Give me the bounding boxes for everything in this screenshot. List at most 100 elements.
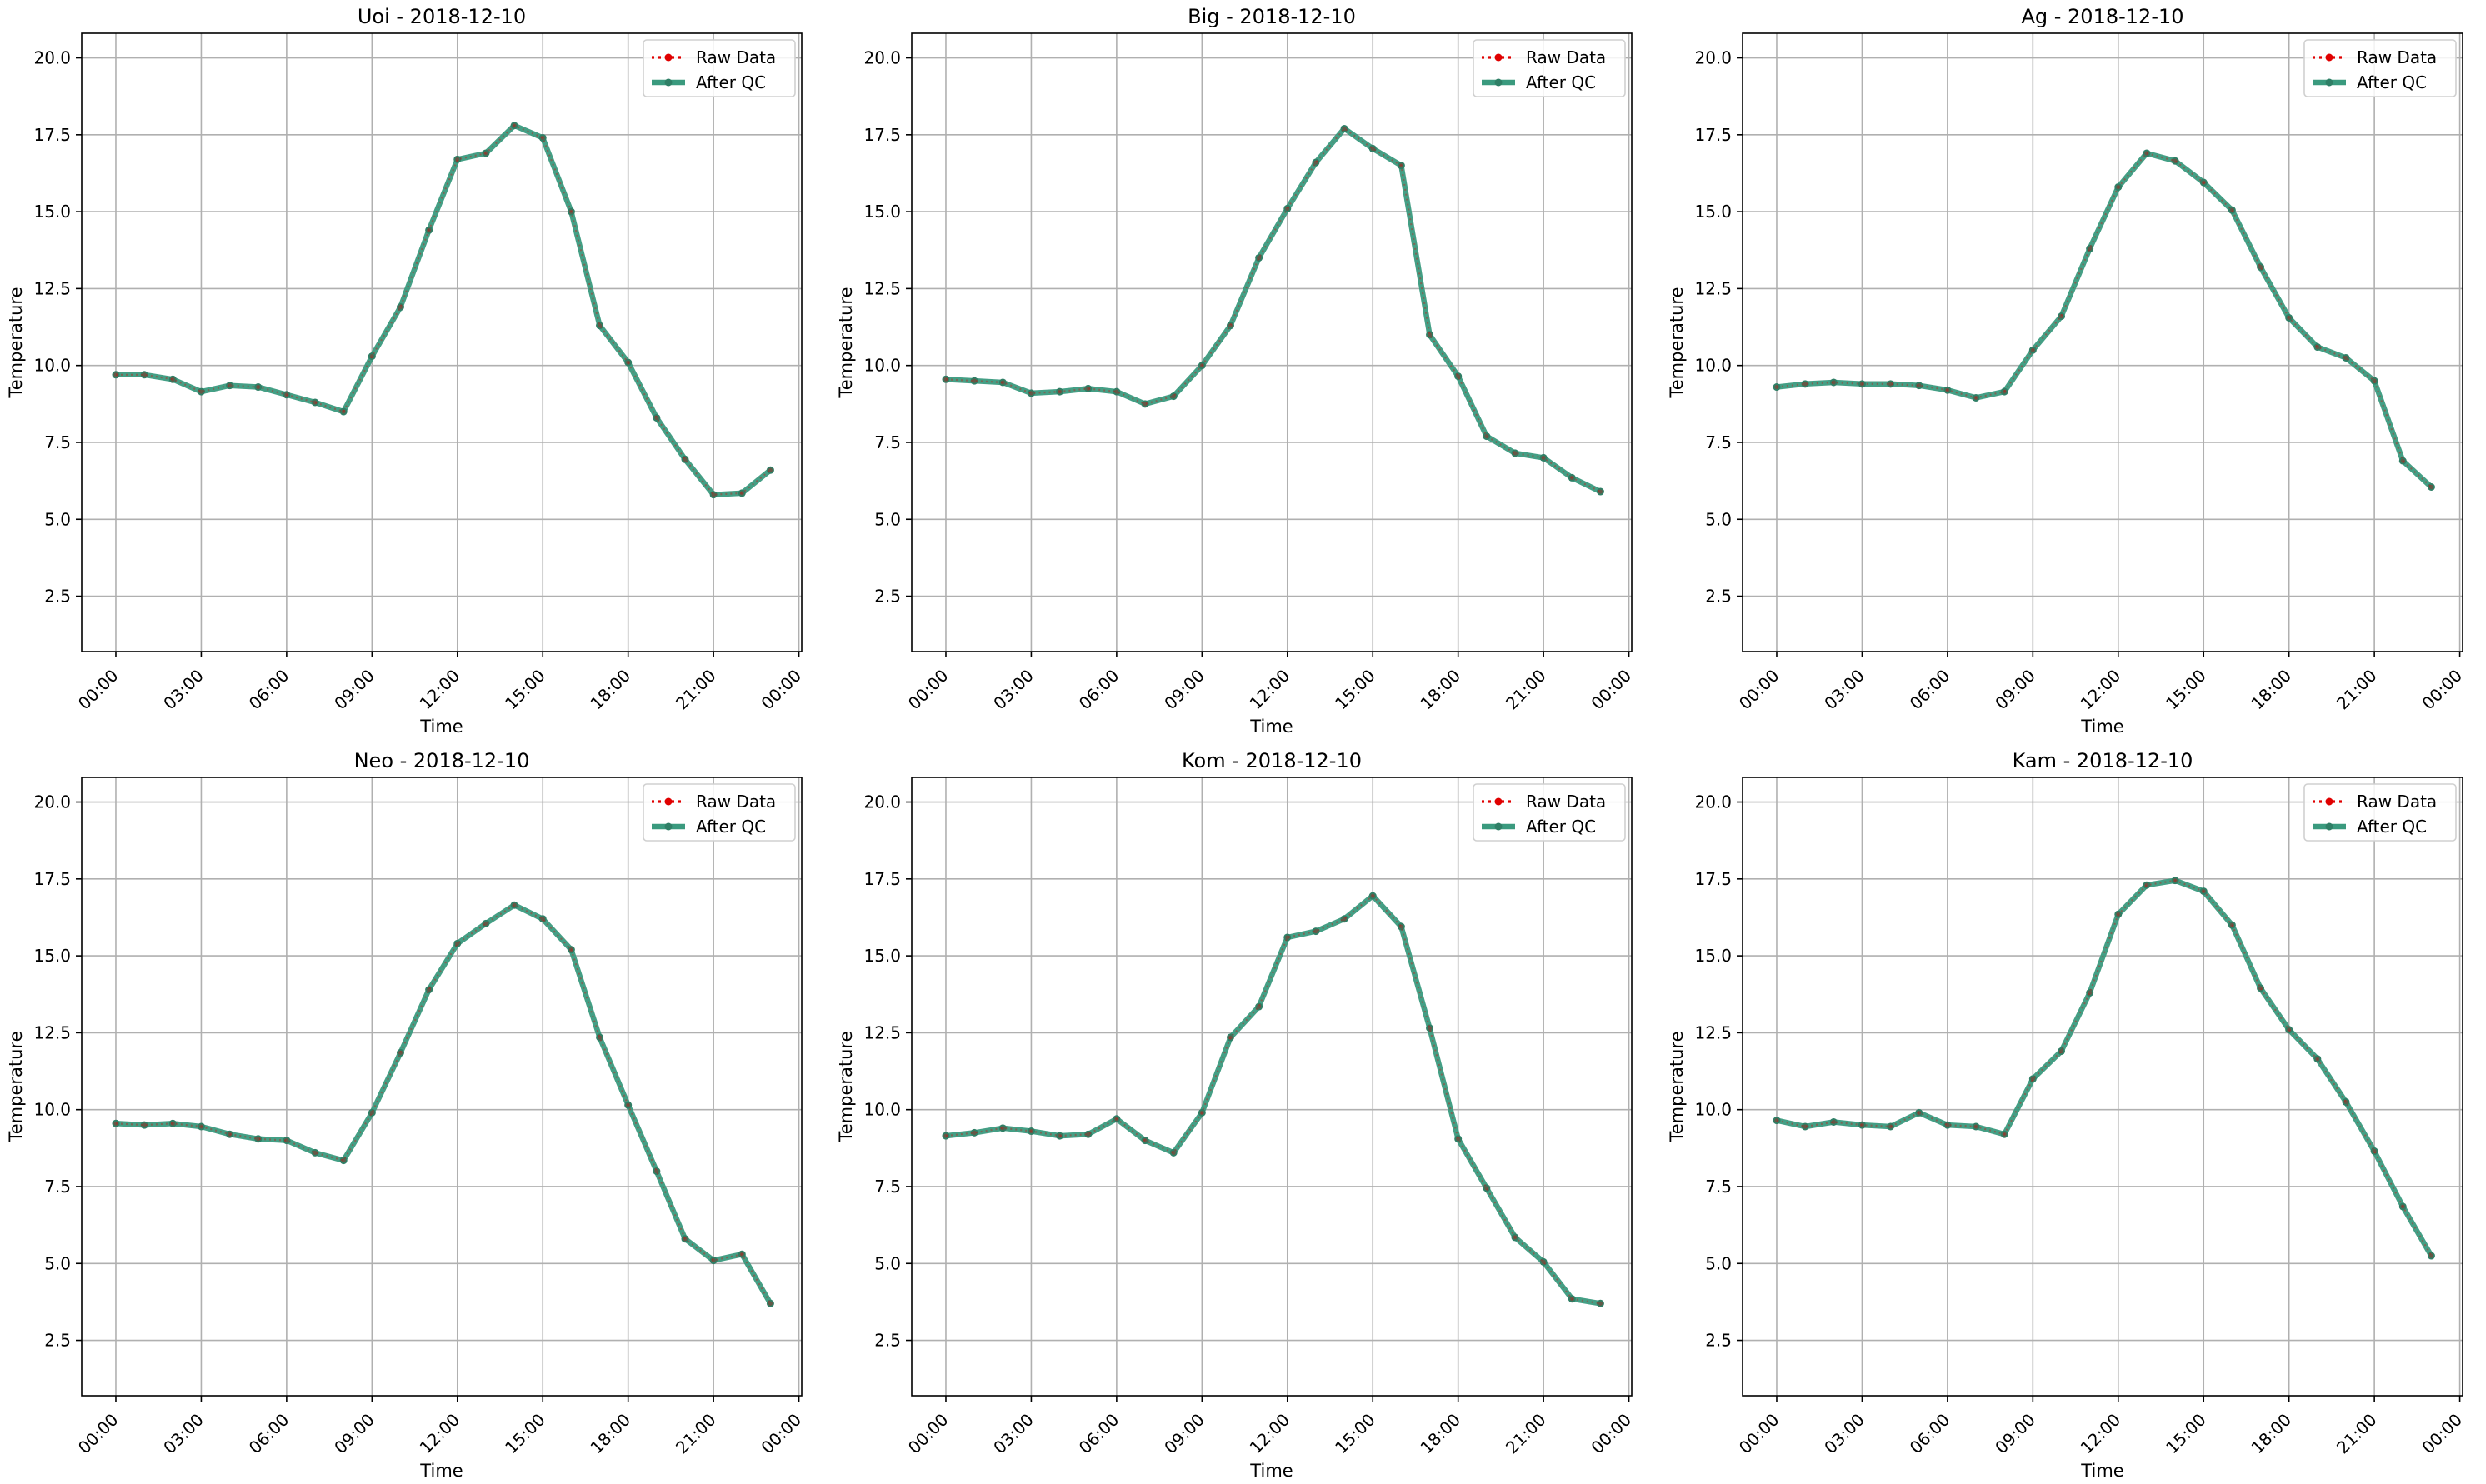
data-point-after-qc: [168, 375, 177, 383]
data-point-after-qc: [1084, 1130, 1093, 1138]
data-point-after-qc: [2000, 387, 2008, 396]
data-point-raw-data: [972, 378, 977, 383]
data-point-after-qc: [2313, 343, 2322, 352]
x-tick-label: 12:00: [2077, 1410, 2125, 1458]
x-axis-label: Time: [2080, 717, 2123, 737]
legend-label-raw-data: Raw Data: [1526, 792, 1606, 812]
data-point-raw-data: [1313, 928, 1318, 934]
data-point-after-qc: [396, 1048, 404, 1057]
data-point-after-qc: [168, 1119, 177, 1127]
data-point-after-qc: [1397, 922, 1405, 931]
data-point-raw-data: [683, 1237, 688, 1242]
data-point-raw-data: [1199, 1110, 1204, 1115]
data-point-after-qc: [1056, 387, 1064, 396]
series-line-raw-data: [945, 127, 1601, 492]
data-point-raw-data: [2343, 1099, 2348, 1105]
data-point-after-qc: [2313, 1055, 2322, 1063]
data-point-after-qc: [970, 1128, 978, 1137]
data-point-after-qc: [2199, 178, 2208, 187]
data-point-after-qc: [140, 1121, 148, 1129]
data-point-after-qc: [1027, 1127, 1035, 1136]
chart-panel-1: 00:00 03:00 06:00 09:00 12:00 15:00 18:00 21:00…: [836, 5, 1635, 737]
data-point-raw-data: [2428, 484, 2434, 490]
x-tick-label: 06:00: [245, 666, 293, 714]
data-point-raw-data: [2287, 1027, 2292, 1032]
series-line-after-qc: [1773, 150, 2434, 490]
x-tick-label: 00:00: [1735, 666, 1783, 714]
legend-marker-after-qc: [2325, 78, 2333, 87]
data-point-after-qc: [2398, 457, 2407, 465]
x-tick-label: 12:00: [1246, 1410, 1294, 1458]
legend-marker-after-qc: [664, 822, 673, 831]
data-point-raw-data: [1598, 1301, 1603, 1306]
data-point-raw-data: [1370, 146, 1375, 152]
y-tick-label: 7.5: [1705, 1177, 1732, 1197]
data-point-after-qc: [1283, 204, 1292, 212]
x-axis-label: Time: [1249, 1461, 1293, 1481]
data-point-after-qc: [2370, 1147, 2378, 1156]
x-tick-label: 00:00: [904, 1410, 953, 1458]
data-point-after-qc: [942, 1132, 950, 1140]
data-point-raw-data: [2030, 1077, 2035, 1082]
data-point-after-qc: [596, 322, 604, 330]
data-point-raw-data: [227, 1132, 233, 1137]
data-point-after-qc: [653, 413, 661, 422]
data-point-after-qc: [1568, 1295, 1576, 1303]
data-point-after-qc: [2427, 1252, 2435, 1260]
data-point-raw-data: [1917, 383, 1922, 388]
series-line-raw-data: [115, 903, 772, 1304]
data-point-raw-data: [2372, 378, 2377, 383]
data-point-after-qc: [1596, 487, 1604, 496]
x-tick-label: 06:00: [1906, 1410, 1954, 1458]
data-point-after-qc: [112, 371, 120, 379]
data-point-raw-data: [2201, 180, 2206, 185]
data-point-after-qc: [624, 358, 633, 367]
series-line-after-qc: [113, 902, 773, 1307]
data-point-raw-data: [2258, 986, 2263, 991]
y-tick-label: 7.5: [44, 432, 71, 452]
legend-label-after-qc: After QC: [2357, 817, 2427, 837]
legend-marker-after-qc: [1494, 822, 1503, 831]
data-point-raw-data: [1057, 1133, 1063, 1138]
data-point-after-qc: [709, 1257, 718, 1265]
y-tick-label: 5.0: [1705, 1253, 1732, 1273]
data-point-raw-data: [313, 400, 318, 405]
data-point-after-qc: [1312, 158, 1320, 167]
series-line-after-qc: [113, 122, 773, 497]
y-tick-label: 10.0: [863, 356, 901, 376]
data-point-raw-data: [142, 372, 147, 377]
data-point-raw-data: [256, 384, 261, 390]
data-point-raw-data: [1171, 394, 1176, 399]
y-tick-label: 15.0: [863, 202, 901, 222]
legend-label-after-qc: After QC: [696, 72, 766, 92]
data-point-after-qc: [254, 383, 263, 392]
data-point-raw-data: [1945, 387, 1950, 392]
data-point-after-qc: [1943, 1121, 1952, 1129]
axes-frame: [81, 32, 803, 652]
x-tick-label: 03:00: [989, 666, 1038, 714]
data-point-after-qc: [1113, 1115, 1121, 1123]
y-tick-label: 5.0: [44, 509, 71, 529]
x-tick-label: 18:00: [586, 666, 634, 714]
data-point-raw-data: [2144, 151, 2149, 156]
data-point-raw-data: [483, 151, 488, 156]
data-point-raw-data: [398, 1050, 403, 1055]
x-tick-label: 06:00: [245, 1410, 293, 1458]
data-point-after-qc: [1539, 1257, 1548, 1266]
data-point-raw-data: [943, 377, 948, 382]
data-point-after-qc: [1454, 1135, 1463, 1143]
y-tick-label: 5.0: [44, 1253, 71, 1273]
data-point-raw-data: [198, 1124, 204, 1129]
x-tick-label: 12:00: [2077, 666, 2125, 714]
legend-label-raw-data: Raw Data: [2357, 47, 2437, 67]
data-point-raw-data: [1484, 433, 1489, 439]
data-point-after-qc: [567, 207, 575, 216]
data-point-raw-data: [768, 467, 773, 472]
y-tick-label: 2.5: [1705, 587, 1732, 607]
data-point-raw-data: [1028, 1128, 1034, 1134]
data-point-raw-data: [1257, 255, 1262, 261]
plot-area: [82, 777, 802, 1396]
x-tick-label: 03:00: [159, 1410, 208, 1458]
y-tick-label: 12.5: [1694, 278, 1732, 298]
